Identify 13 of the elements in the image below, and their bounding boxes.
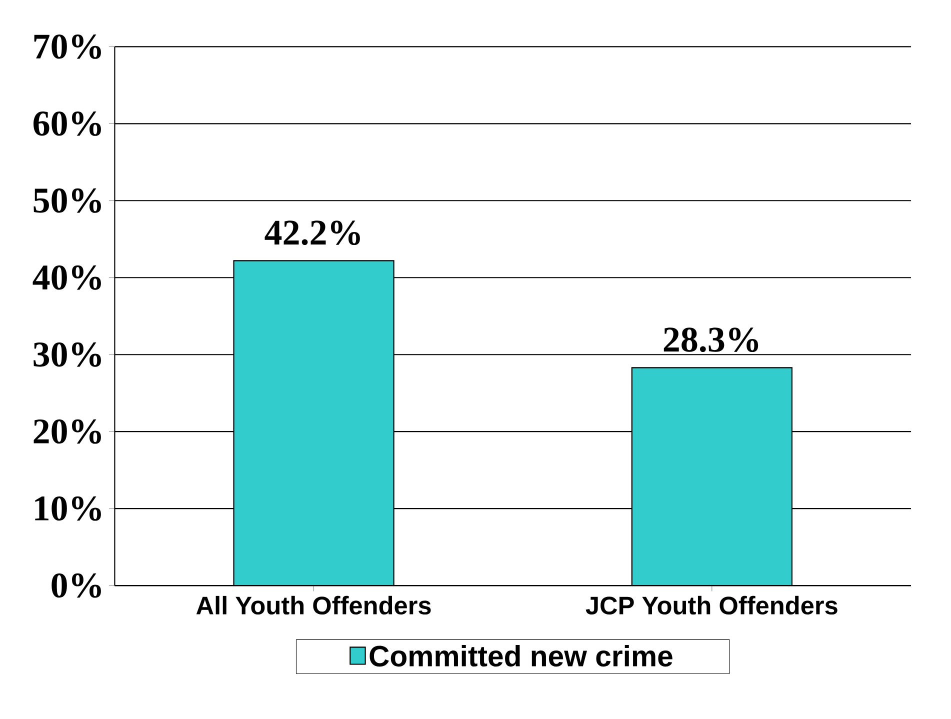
y-tick-label: 40%	[32, 265, 101, 290]
data-label: 42.2%	[264, 220, 360, 246]
y-tick-label: 0%	[52, 573, 101, 598]
y-tick-label: 10%	[35, 496, 101, 521]
y-tick-label: 70%	[34, 34, 101, 59]
x-tick-label: JCP Youth Offenders	[586, 596, 838, 615]
legend-label: Committed new crime	[370, 645, 672, 667]
x-tick-label: All Youth Offenders	[196, 596, 431, 615]
data-label: 28.3%	[664, 328, 758, 352]
y-tick-label: 30%	[34, 342, 101, 367]
y-tick-label: 50%	[34, 188, 101, 213]
y-tick-label: 20%	[34, 419, 101, 444]
y-tick-label: 60%	[34, 112, 101, 136]
